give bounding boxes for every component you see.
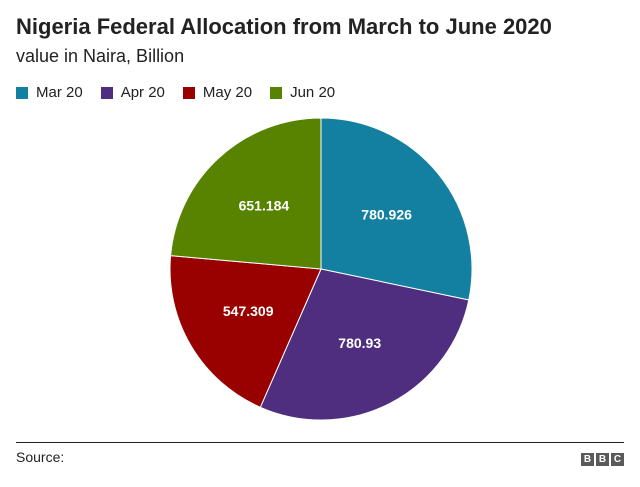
- pie-slice-apr-20: [259, 268, 470, 421]
- data-label-may-20: 547.309: [223, 303, 274, 319]
- legend-label-may-20: May 20: [202, 84, 253, 101]
- chart-title: Nigeria Federal Allocation from March to…: [16, 14, 552, 39]
- bbc-logo-letter: C: [611, 453, 624, 466]
- bbc-logo-letter: B: [596, 453, 609, 466]
- chart-subtitle: value in Naira, Billion: [16, 46, 185, 66]
- legend-item-may-20: May 20: [182, 84, 253, 101]
- legend-item-apr-20: Apr 20: [100, 84, 165, 101]
- legend-swatch-apr-20: [100, 86, 113, 99]
- pie-slice-mar-20: [320, 117, 473, 301]
- legend-label-apr-20: Apr 20: [120, 84, 165, 101]
- legend-swatch-may-20: [182, 86, 195, 99]
- footer-divider: [16, 442, 624, 443]
- legend-item-mar-20: Mar 20: [16, 84, 83, 101]
- bbc-logo: B B C: [579, 453, 624, 466]
- chart-legend: Mar 20 Apr 20 May 20 Jun 20: [16, 84, 353, 101]
- data-label-jun-20: 651.184: [239, 197, 290, 213]
- pie-slice-jun-20: [170, 117, 322, 270]
- pie-slice-may-20: [169, 255, 322, 408]
- data-label-mar-20: 780.926: [361, 206, 412, 222]
- legend-swatch-mar-20: [16, 86, 28, 99]
- legend-label-jun-20: Jun 20: [290, 84, 336, 101]
- data-label-apr-20: 780.93: [338, 335, 381, 351]
- legend-swatch-jun-20: [270, 86, 283, 99]
- bbc-logo-letter: B: [581, 453, 594, 466]
- source-label: Source:: [16, 449, 65, 465]
- legend-item-jun-20: Jun 20: [270, 84, 335, 101]
- legend-label-mar-20: Mar 20: [36, 84, 83, 101]
